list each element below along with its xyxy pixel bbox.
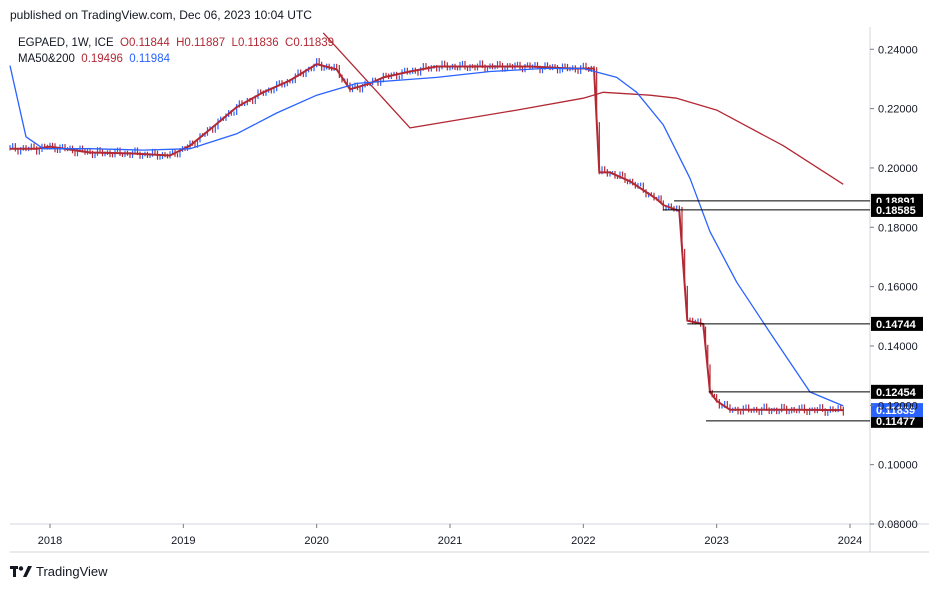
tradingview-logo-icon xyxy=(10,565,32,577)
last-price-tag xyxy=(871,403,923,418)
price-tag-label: 0.11477 xyxy=(876,416,915,428)
y-tick-label: 0.12000 xyxy=(878,400,918,412)
price-tag-label: 0.18585 xyxy=(876,205,916,217)
price-tag xyxy=(871,202,923,217)
x-tick-label: 2024 xyxy=(838,535,862,547)
ma-row: MA50&200 0.19496 0.11984 xyxy=(18,51,334,67)
footer-brand[interactable]: TradingView xyxy=(10,564,108,579)
y-tick-label: 0.18000 xyxy=(878,222,918,234)
ma-label[interactable]: MA50&200 xyxy=(18,53,75,65)
price-line xyxy=(10,63,844,412)
published-note: published on TradingView.com, Dec 06, 20… xyxy=(10,8,312,22)
x-tick-label: 2023 xyxy=(704,535,728,547)
y-tick-label: 0.16000 xyxy=(878,282,918,294)
ma200-line xyxy=(9,65,844,407)
footer-brand-label: TradingView xyxy=(36,564,108,579)
y-tick-label: 0.22000 xyxy=(878,104,918,116)
price-tag xyxy=(871,384,923,399)
x-tick-label: 2021 xyxy=(438,535,462,547)
last-price-label: 0.11839 xyxy=(876,405,915,417)
y-tick-label: 0.20000 xyxy=(878,163,918,175)
x-tick-label: 2022 xyxy=(571,535,595,547)
price-tag xyxy=(871,316,923,331)
chart-legend: EGPAED, 1W, ICE O0.11844 H0.11887 L0.118… xyxy=(18,35,334,67)
x-tick-label: 2018 xyxy=(38,535,62,547)
x-tick-label: 2019 xyxy=(171,535,195,547)
high-value: 0.11887 xyxy=(184,37,226,49)
ma200-value: 0.11984 xyxy=(129,53,170,65)
x-tick-label: 2020 xyxy=(304,535,328,547)
y-tick-label: 0.24000 xyxy=(878,44,918,56)
open-value: 0.11844 xyxy=(129,37,170,49)
ma50-value: 0.19496 xyxy=(81,53,123,65)
y-tick-label: 0.08000 xyxy=(878,519,918,531)
close-prefix: C xyxy=(285,37,294,49)
series-layer xyxy=(9,32,844,416)
axis-layer: 0.08000 0.10000 0.12000 0.14000 0.16000 0.180… xyxy=(38,44,918,547)
ma50-line xyxy=(322,32,844,185)
open-prefix: O xyxy=(120,37,129,49)
high-prefix: H xyxy=(176,37,185,49)
close-value: 0.11839 xyxy=(293,37,335,49)
chart-frame xyxy=(10,27,929,553)
ohlc-row: EGPAED, 1W, ICE O0.11844 H0.11887 L0.118… xyxy=(18,35,334,51)
price-tag-label: 0.14744 xyxy=(876,319,917,331)
price-tag xyxy=(871,413,923,428)
y-tick-label: 0.10000 xyxy=(878,460,918,472)
low-prefix: L xyxy=(231,37,238,49)
price-tag-label: 0.12454 xyxy=(876,387,917,399)
low-value: 0.11836 xyxy=(237,37,279,49)
price-tag-layer: 0.188910.185850.147440.124540.114770.118… xyxy=(663,193,923,428)
y-tick-label: 0.14000 xyxy=(878,341,918,353)
symbol-label[interactable]: EGPAED, 1W, ICE xyxy=(18,37,114,49)
